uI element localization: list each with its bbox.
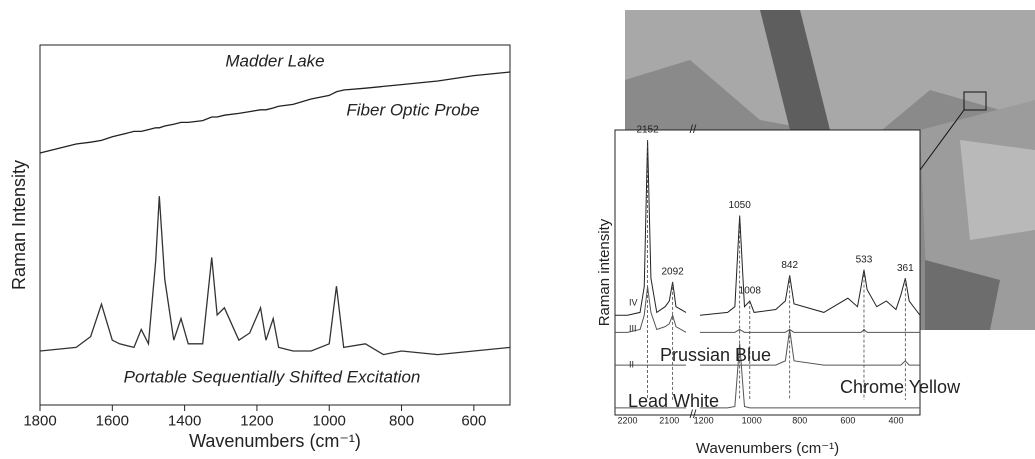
axis-break: // [690, 407, 697, 421]
series-line [39, 196, 511, 356]
chart-right: // // 2200 2100 1200 1000 800 600 400 Wavenumbers… [596, 122, 961, 457]
annotation: Chrome Yellow [840, 377, 961, 397]
series-line [699, 215, 921, 316]
peak-label: 533 [856, 254, 873, 265]
x-tick-label: 800 [792, 416, 807, 426]
axis-break: // [690, 122, 697, 136]
trace-label: III [629, 323, 637, 333]
x-tick-label: 600 [461, 412, 486, 429]
series-line [39, 71, 511, 154]
y-axis-label: Raman Intensity [9, 160, 29, 290]
peak-label: 842 [781, 260, 798, 271]
peak-label: 361 [897, 263, 914, 274]
chart-left: 1800 1600 1400 1200 1000 800 600 Wavenumbers (c… [9, 44, 511, 451]
trace-label: II [629, 359, 634, 369]
y-axis-label: Raman intensity [596, 218, 613, 326]
peak-label: 2092 [662, 267, 685, 278]
series-line [615, 139, 687, 316]
series-line [700, 328, 920, 333]
x-tick-label: 1600 [96, 412, 129, 429]
x-tick-label: 1000 [313, 412, 346, 429]
series-label: Portable Sequentially Shifted Excitation [124, 367, 421, 386]
annotation: Prussian Blue [660, 345, 771, 365]
x-tick-label: 400 [888, 416, 903, 426]
x-tick-label: 1200 [240, 412, 273, 429]
x-tick-label: 2100 [659, 416, 679, 426]
x-tick-label: 1400 [168, 412, 201, 429]
series-line [700, 329, 920, 366]
peak-label: 1050 [729, 200, 752, 211]
trace-label: IV [629, 297, 638, 307]
x-tick-label: 1000 [742, 416, 762, 426]
x-axis-label: Wavenumbers (cm⁻¹) [696, 440, 839, 457]
plot-frame [39, 44, 511, 406]
x-tick-label: 800 [389, 412, 414, 429]
series-line [615, 286, 687, 333]
chart-title: Madder Lake [225, 51, 324, 70]
x-tick-label: 1200 [694, 416, 714, 426]
series-line [700, 343, 920, 409]
x-tick-label: 1800 [23, 412, 56, 429]
peak-label: 2152 [636, 125, 659, 136]
series-label: Fiber Optic Probe [346, 100, 479, 119]
x-tick-label: 2200 [618, 416, 638, 426]
x-axis-label: Wavenumbers (cm⁻¹) [189, 431, 361, 451]
x-tick-label: 600 [840, 416, 855, 426]
peak-label: 1008 [739, 286, 762, 297]
inset-panel [614, 129, 921, 416]
annotation: Lead White [628, 391, 719, 411]
